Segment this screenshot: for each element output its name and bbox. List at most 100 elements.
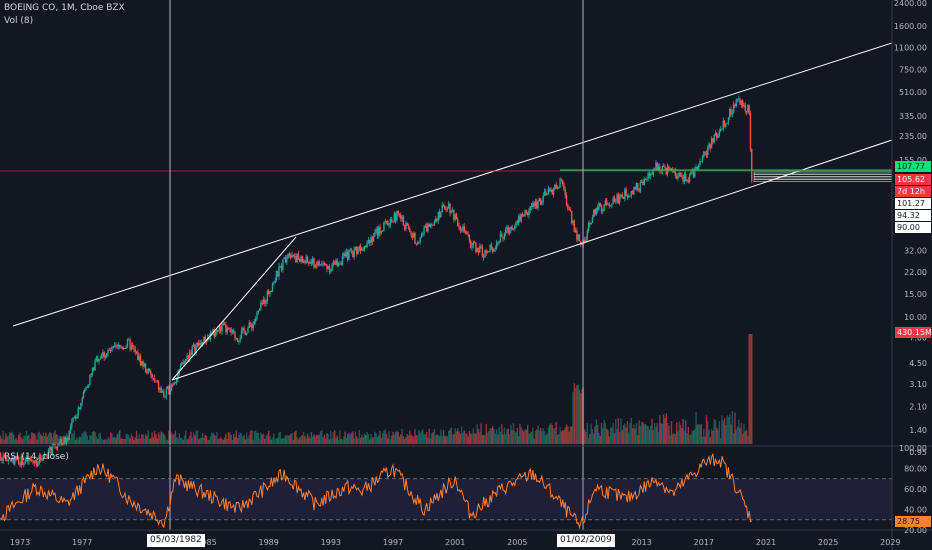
chart-title[interactable]: BOEING CO, 1M, Cboe BZX [4, 3, 125, 13]
candle-body [473, 242, 476, 244]
candle-body [93, 367, 95, 370]
volume-bar [743, 423, 745, 444]
candle-body [379, 226, 381, 234]
candle-body [113, 345, 116, 348]
volume-bar [15, 437, 17, 444]
rsi-label[interactable]: RSI (14, close) [4, 452, 69, 462]
candle-body [148, 368, 151, 372]
candle-body [247, 327, 249, 334]
volume-label[interactable]: Vol (8) [4, 16, 34, 26]
volume-bar [585, 431, 587, 444]
volume-bar [668, 425, 670, 444]
candle-body [109, 350, 112, 352]
volume-bar [660, 423, 662, 444]
candle-body [745, 110, 748, 112]
candle-body [287, 254, 289, 258]
volume-bar [666, 422, 669, 444]
candle-body [239, 338, 241, 342]
candle-body [694, 169, 696, 177]
candle-body [273, 283, 275, 284]
volume-bar [358, 430, 361, 444]
volume-bar [139, 438, 142, 444]
volume-bar [148, 438, 151, 444]
volume-bar [450, 427, 452, 444]
volume-bar [385, 433, 388, 444]
volume-bar [275, 438, 278, 444]
volume-bar [648, 429, 651, 444]
volume-bar [449, 429, 451, 444]
candle-body [407, 225, 410, 229]
candle-body [139, 355, 142, 366]
candle-body [736, 99, 739, 101]
candle-body [420, 234, 423, 238]
candle-body [282, 259, 284, 270]
volume-bar [626, 421, 629, 444]
volume-bar [133, 439, 135, 444]
candle-body [46, 455, 48, 459]
volume-bar [536, 429, 538, 444]
candle-body [599, 203, 601, 206]
candle-body [94, 359, 96, 370]
volume-bar [287, 435, 289, 444]
volume-bar [621, 430, 623, 444]
candle-body [400, 215, 402, 219]
candle-body [310, 261, 313, 264]
candle-body [164, 396, 166, 398]
volume-bar [640, 421, 643, 444]
candle-body [19, 464, 21, 466]
candle-body [714, 133, 717, 136]
volume-bar [558, 433, 560, 444]
volume-bar [499, 431, 502, 444]
volume-bar [236, 438, 239, 444]
volume-bar [624, 423, 626, 444]
volume-bar [651, 418, 653, 444]
volume-bar [393, 435, 395, 444]
volume-bar [155, 434, 157, 444]
candle-body [612, 197, 614, 204]
volume-bar [212, 432, 214, 444]
candle-body [50, 446, 52, 455]
volume-bar [335, 437, 337, 444]
candle-body [258, 308, 261, 311]
volume-bar [97, 439, 99, 444]
candle-body [42, 457, 45, 461]
price-tick-label: 1.40 [909, 426, 927, 435]
candle-body [5, 455, 7, 461]
volume-bar [539, 428, 542, 444]
volume-bar [436, 434, 438, 444]
volume-bar [681, 428, 683, 444]
candle-body [713, 135, 715, 143]
volume-bar [235, 430, 237, 444]
candle-body [467, 233, 469, 235]
candle-body [396, 211, 398, 221]
candle-body [230, 328, 232, 333]
price-tick-label: 335.00 [899, 112, 927, 121]
candle-body [133, 346, 135, 349]
volume-bar [593, 433, 595, 444]
volume-bar [361, 434, 363, 444]
candle-body [644, 178, 647, 180]
volume-bar [322, 437, 324, 444]
volume-bar [300, 435, 302, 444]
candle-body [730, 109, 732, 115]
candle-body [69, 426, 72, 431]
volume-bar [440, 429, 442, 444]
candle-body [384, 220, 386, 222]
candle-body [253, 321, 256, 324]
candle-body [661, 166, 664, 172]
volume-bar [398, 436, 401, 444]
candle-body [497, 242, 499, 244]
candle-body [567, 205, 569, 209]
volume-bar [68, 436, 70, 444]
candle-body [409, 228, 411, 233]
candle-body [626, 195, 629, 198]
candle-body [99, 358, 101, 360]
volume-bar [103, 439, 105, 444]
candle-body [49, 446, 51, 450]
candle-body [65, 437, 68, 444]
volume-bar [125, 433, 127, 444]
candle-body [375, 229, 377, 233]
volume-bar [717, 430, 719, 444]
volume-bar [694, 428, 696, 444]
